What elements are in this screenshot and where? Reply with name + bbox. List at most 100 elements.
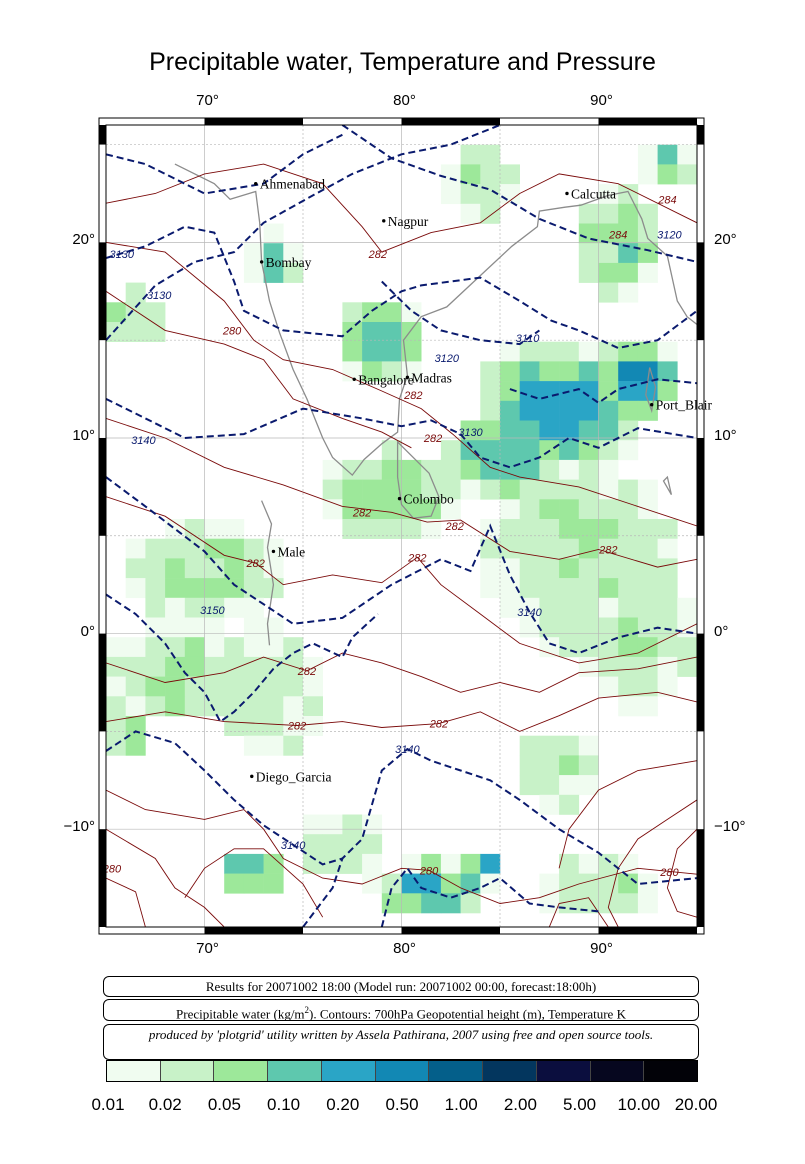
contour-labels: 3130 3130 3110 3120 3120 3130 3140 3140 3150 3140… bbox=[106, 194, 683, 879]
precip-cell bbox=[460, 203, 481, 224]
precip-cell bbox=[559, 459, 580, 480]
city-marker bbox=[259, 260, 264, 264]
height-contour bbox=[302, 858, 344, 927]
precip-cells bbox=[106, 144, 697, 914]
height-contour bbox=[106, 593, 379, 724]
precip-cell bbox=[381, 519, 402, 539]
colorbar-label: 1.00 bbox=[444, 1095, 478, 1114]
tick-label: 90° bbox=[590, 940, 613, 957]
precip-cell bbox=[618, 597, 639, 618]
frame-segment bbox=[401, 118, 500, 125]
precip-cell bbox=[263, 696, 284, 717]
precip-cell bbox=[440, 499, 461, 520]
precip-cell bbox=[618, 262, 639, 283]
colorbar-swatch bbox=[214, 1061, 269, 1081]
precip-cell bbox=[637, 262, 658, 283]
precip-cell bbox=[657, 676, 678, 697]
precip-cell bbox=[460, 873, 481, 894]
precip-cell bbox=[243, 716, 264, 736]
precip-cell bbox=[263, 617, 284, 638]
temperature-contour-label: 280 bbox=[419, 865, 439, 877]
city-calcutta: Calcutta bbox=[565, 186, 616, 201]
precip-cell bbox=[677, 597, 697, 618]
tick-label: 80° bbox=[393, 940, 416, 957]
precip-cell bbox=[480, 420, 501, 441]
precip-cell bbox=[559, 873, 580, 894]
precip-cell bbox=[618, 617, 639, 638]
frame-segment bbox=[99, 125, 106, 145]
precip-cell bbox=[381, 499, 402, 520]
results-text: Results for 20071002 18:00 (Model run: 2… bbox=[205, 979, 597, 994]
precip-cell bbox=[342, 853, 363, 874]
precip-cell bbox=[519, 735, 540, 756]
tick-label: 20° bbox=[714, 231, 737, 249]
city-marker bbox=[565, 191, 569, 196]
precip-cell bbox=[184, 637, 205, 658]
precip-cell bbox=[362, 499, 383, 520]
precip-cell bbox=[480, 361, 501, 382]
precip-cell bbox=[559, 794, 580, 815]
precip-cell bbox=[362, 302, 383, 323]
colorbar-swatch bbox=[536, 1061, 591, 1081]
precip-cell bbox=[440, 459, 461, 480]
precip-cell bbox=[440, 164, 461, 185]
precip-cell bbox=[283, 243, 304, 264]
precip-cell bbox=[618, 676, 639, 697]
temperature-contour-label: 280 bbox=[659, 867, 679, 879]
graticule bbox=[106, 125, 697, 927]
precip-cell bbox=[578, 381, 599, 402]
colorbar-swatch bbox=[590, 1061, 645, 1081]
precip-cell bbox=[618, 873, 639, 894]
precip-cell bbox=[539, 617, 560, 638]
precip-cell bbox=[559, 578, 580, 599]
height-contour bbox=[341, 125, 697, 263]
precip-cell bbox=[578, 873, 599, 894]
precip-cell bbox=[263, 262, 284, 283]
city-label: Colombo bbox=[404, 492, 455, 507]
precip-cell bbox=[480, 873, 501, 894]
height-contour-label: 3130 bbox=[458, 427, 483, 439]
precip-cell bbox=[519, 558, 540, 579]
temperature-contour bbox=[106, 789, 697, 904]
precip-cell bbox=[539, 893, 560, 914]
precip-cell bbox=[204, 578, 225, 599]
precip-cell bbox=[637, 637, 658, 658]
precip-cell bbox=[342, 459, 363, 480]
precip-cell bbox=[145, 656, 166, 677]
precip-cell bbox=[243, 735, 264, 756]
frame-segment bbox=[598, 118, 697, 125]
precip-cell bbox=[618, 440, 639, 461]
precip-cell bbox=[677, 656, 697, 677]
precip-cell bbox=[500, 381, 520, 402]
colorbar-swatch bbox=[644, 1061, 698, 1081]
precip-cell bbox=[460, 853, 481, 874]
precip-cell bbox=[204, 617, 225, 638]
precip-cell bbox=[578, 479, 599, 500]
precip-cell bbox=[480, 538, 501, 559]
precip-cell bbox=[165, 597, 186, 618]
precip-cell bbox=[657, 617, 678, 638]
precip-cell bbox=[539, 637, 560, 658]
tick-label: 10° bbox=[714, 426, 737, 444]
precip-cell bbox=[519, 440, 540, 461]
precip-cell bbox=[283, 676, 304, 697]
maldives-chain bbox=[261, 500, 275, 646]
precip-cell bbox=[125, 716, 146, 736]
temperature-contour bbox=[106, 691, 697, 732]
precip-cell bbox=[578, 203, 599, 224]
precip-cell bbox=[559, 341, 580, 362]
precip-cell bbox=[106, 676, 126, 697]
frame-segment bbox=[697, 437, 704, 536]
frame-segment bbox=[99, 633, 106, 732]
precip-cell bbox=[578, 853, 599, 874]
city-marker bbox=[649, 403, 654, 407]
city-label: Port_Blair bbox=[656, 398, 713, 413]
precip-cell bbox=[362, 873, 383, 894]
precip-cell bbox=[243, 873, 264, 894]
precip-cell bbox=[401, 519, 422, 539]
precip-cell bbox=[204, 637, 225, 658]
precip-cell bbox=[401, 341, 422, 362]
colorbar-label: 10.00 bbox=[617, 1095, 661, 1114]
precip-cell bbox=[598, 676, 619, 697]
city-label: Bangalore bbox=[358, 372, 413, 387]
